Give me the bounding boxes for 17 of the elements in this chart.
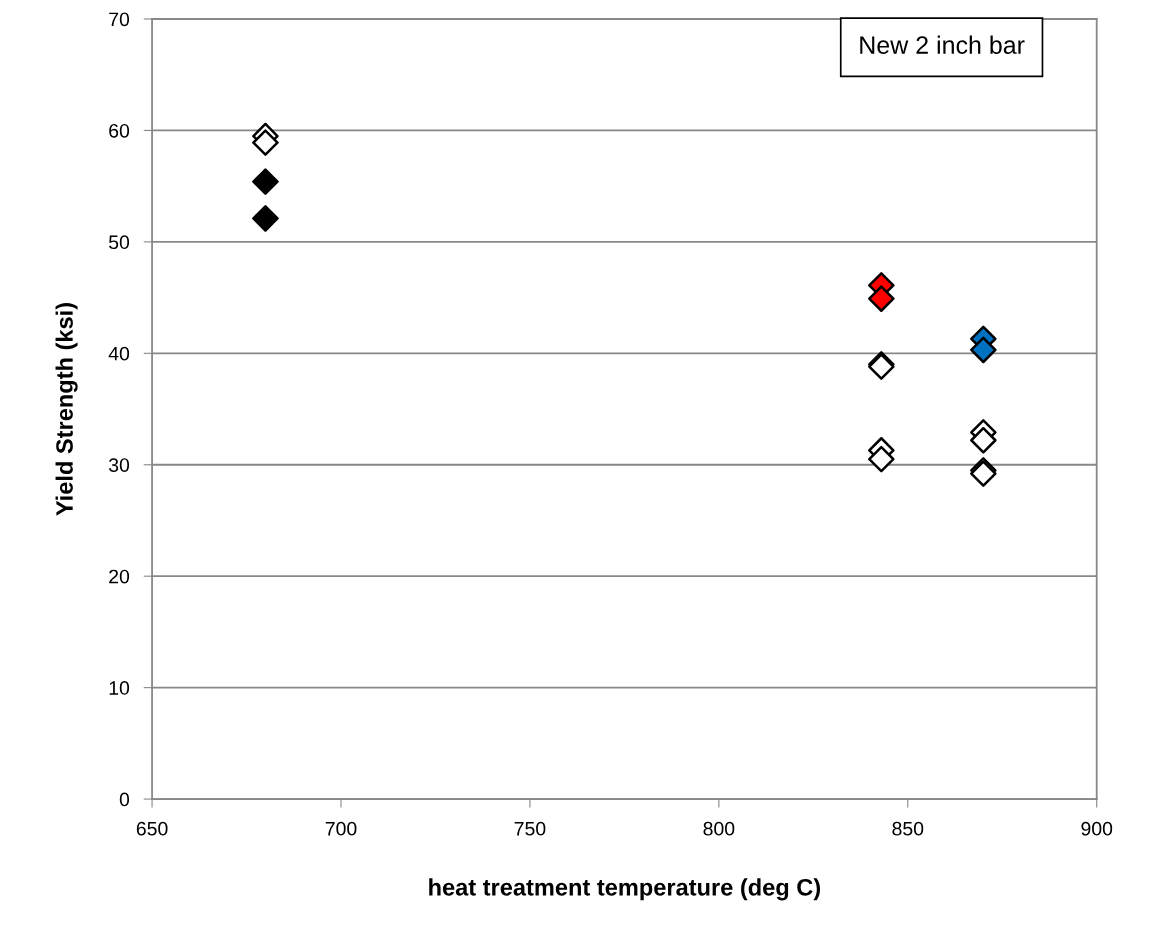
x-tick-label: 850 [892,821,924,836]
x-axis-title: heat treatment temperature (deg C) [429,878,821,901]
annotation: New 2 inch bar [860,35,1025,54]
y-tick-label: 0 [119,792,130,807]
x-tick-label: 700 [325,821,357,836]
x-tick-label: 900 [1081,821,1113,836]
y-axis-title: Yield Strength (ksi) [55,303,78,516]
y-tick-label: 40 [108,346,130,361]
y-tick-label: 20 [109,569,130,584]
x-tick-label: 800 [703,821,735,836]
y-tick-label: 60 [109,123,130,138]
y-tick-label: 30 [108,458,130,472]
x-tick-label: 750 [514,821,546,836]
y-tick-label: 10 [109,681,130,695]
x-tick-label: 650 [136,821,168,836]
y-tick-label: 50 [108,235,130,250]
y-tick-label: 70 [109,12,130,27]
